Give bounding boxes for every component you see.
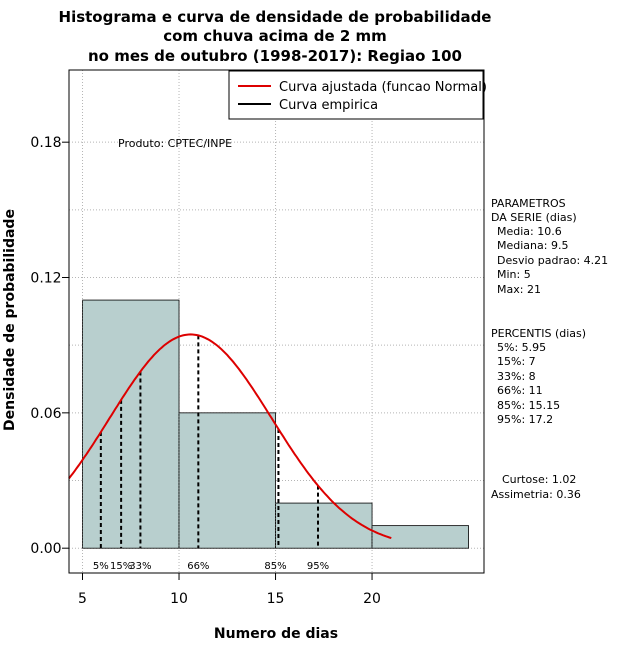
y-tick-label-3: 0.18 <box>30 135 61 151</box>
percentis-66: 66%: 11 <box>497 384 543 397</box>
percentile-label-4: 85% <box>264 561 286 572</box>
y-axis-label: Densidade de probabilidade <box>2 209 18 431</box>
parametros-media: Media: 10.6 <box>497 225 562 238</box>
legend: Curva ajustada (funcao Normal) Curva emp… <box>228 70 487 120</box>
chart-title-line-1: Histograma e curva de densidade de proba… <box>59 8 492 26</box>
legend-label-empirica: Curva empirica <box>279 98 378 113</box>
y-tick-label-0: 0.00 <box>30 541 61 557</box>
curtose-value: Curtose: 1.02 <box>502 473 576 486</box>
percentis-15: 15%: 7 <box>497 355 536 368</box>
parametros-min: Min: 5 <box>497 268 531 281</box>
y-axis: 0.00 0.06 0.12 0.18 <box>30 135 69 557</box>
legend-label-normal: Curva ajustada (funcao Normal) <box>279 80 487 95</box>
percentis-panel: PERCENTIS (dias) 5%: 5.95 15%: 7 33%: 8 … <box>491 327 586 426</box>
percentile-label-2: 33% <box>129 561 151 572</box>
percentile-label-5: 95% <box>307 561 329 572</box>
percentile-label-3: 66% <box>187 561 209 572</box>
histogram-bar-1 <box>178 412 276 549</box>
assimetria-value: Assimetria: 0.36 <box>491 488 581 501</box>
parametros-panel: PARAMETROS DA SERIE (dias) Media: 10.6 M… <box>491 197 608 296</box>
percentile-axis-labels: 5% 15%33% 66% 85% 95% <box>93 561 329 572</box>
parametros-desvio: Desvio padrao: 4.21 <box>497 254 608 267</box>
product-annotation: Produto: CPTEC/INPE <box>118 137 232 150</box>
parametros-header-2: DA SERIE (dias) <box>491 211 577 224</box>
histogram-bar-3 <box>371 525 469 549</box>
histogram-bar-2 <box>275 502 373 549</box>
histogram-bars <box>82 299 469 549</box>
percentis-5: 5%: 5.95 <box>497 341 546 354</box>
percentis-33: 33%: 8 <box>497 370 536 383</box>
x-tick-label-3: 20 <box>363 591 381 607</box>
percentis-85: 85%: 15.15 <box>497 399 560 412</box>
parametros-max: Max: 21 <box>497 283 541 296</box>
chart-title-line-2: com chuva acima de 2 mm <box>163 27 387 45</box>
x-tick-label-0: 5 <box>78 591 87 607</box>
percentile-label-1: 15% <box>110 561 132 572</box>
percentile-lines <box>99 335 319 549</box>
y-tick-label-1: 0.06 <box>30 406 61 422</box>
chart-title-line-3: no mes de outubro (1998-2017): Regiao 10… <box>88 47 462 65</box>
x-tick-label-1: 10 <box>170 591 188 607</box>
x-axis: 5 10 15 20 <box>78 573 381 607</box>
normal-fit-curve <box>68 333 392 540</box>
percentis-95: 95%: 17.2 <box>497 413 553 426</box>
percentile-label-0: 5% <box>93 561 109 572</box>
x-tick-label-2: 15 <box>267 591 285 607</box>
x-axis-label: Numero de dias <box>214 626 338 642</box>
y-tick-label-2: 0.12 <box>30 271 61 287</box>
histogram-bar-0 <box>82 299 180 549</box>
parametros-mediana: Mediana: 9.5 <box>497 239 568 252</box>
plot-frame <box>68 69 485 574</box>
percentis-header: PERCENTIS (dias) <box>491 327 586 340</box>
parametros-header-1: PARAMETROS <box>491 197 566 210</box>
